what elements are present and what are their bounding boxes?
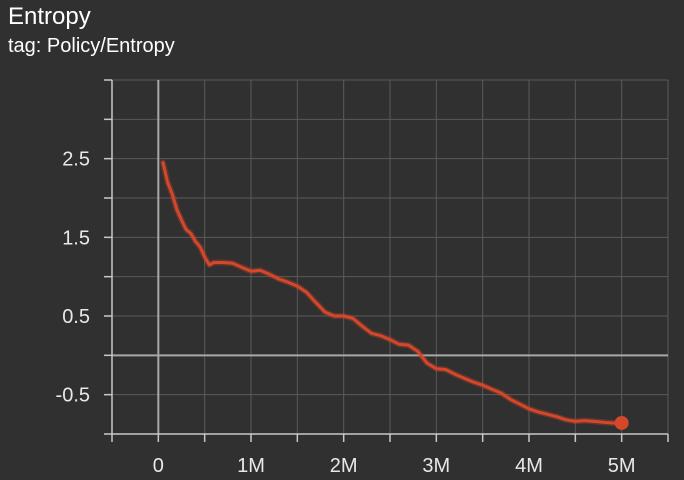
- y-tick-label: -0.5: [56, 385, 90, 407]
- tick-labels: 2.5 1.5 0.5 -0.5 0 1M 2M 3M 4M 5M: [56, 149, 636, 477]
- x-tick-label: 1M: [237, 455, 265, 477]
- chart-subtitle: tag: Policy/Entropy: [8, 35, 175, 57]
- x-tick-label: 4M: [515, 455, 543, 477]
- series-layer: [160, 159, 629, 430]
- grid-lines: [112, 79, 669, 434]
- last-value-marker: [614, 415, 629, 430]
- series-line: [161, 161, 624, 425]
- axes: [104, 79, 669, 442]
- x-tick-label: 3M: [422, 455, 450, 477]
- chart-title: Entropy: [8, 3, 91, 30]
- y-tick-label: 2.5: [62, 149, 90, 171]
- x-tick-label: 0: [153, 455, 164, 477]
- y-tick-label: 1.5: [62, 227, 90, 249]
- x-tick-label: 5M: [608, 455, 636, 477]
- y-tick-label: 0.5: [62, 306, 90, 328]
- series-line-raw: [160, 159, 625, 426]
- x-tick-label: 2M: [330, 455, 358, 477]
